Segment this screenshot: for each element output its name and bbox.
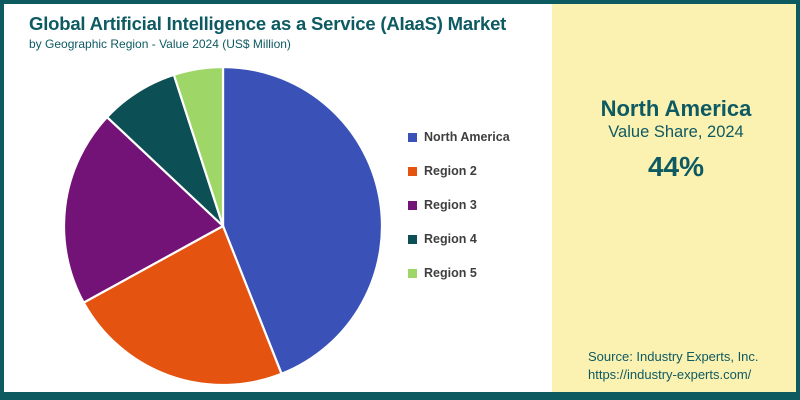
legend-swatch-icon <box>408 166 417 176</box>
highlight-caption: Value Share, 2024 <box>608 123 744 141</box>
pie-chart <box>59 62 387 390</box>
legend-swatch-icon <box>408 268 417 278</box>
legend-label: Region 2 <box>424 164 477 178</box>
legend-item-north-america: North America <box>408 130 510 144</box>
highlight-region-name: North America <box>600 96 752 121</box>
legend-item-region-4: Region 4 <box>408 232 510 246</box>
pie-slice-north-america <box>221 65 384 375</box>
chart-legend: North America Region 2 Region 3 Region 4 Reg… <box>408 130 510 300</box>
source-url[interactable]: https://industry-experts.com/ <box>588 367 752 382</box>
legend-item-region-3: Region 3 <box>408 198 510 212</box>
legend-swatch-icon <box>408 200 417 210</box>
highlight-panel: North America Value Share, 2024 44% Sour… <box>552 4 796 392</box>
legend-item-region-2: Region 2 <box>408 164 510 178</box>
legend-swatch-icon <box>408 234 417 244</box>
source-block: Source: Industry Experts, Inc. https://i… <box>588 348 759 384</box>
legend-label: Region 4 <box>424 232 477 246</box>
legend-label: Region 3 <box>424 198 477 212</box>
pie-chart-svg <box>62 65 384 387</box>
pie-slice-region-2 <box>82 224 283 387</box>
legend-label: North America <box>424 130 510 144</box>
pie-slice-region-5 <box>172 65 225 228</box>
legend-item-region-5: Region 5 <box>408 266 510 280</box>
source-text: Source: Industry Experts, Inc. <box>588 349 759 364</box>
legend-label: Region 5 <box>424 266 477 280</box>
chart-title: Global Artificial Intelligence as a Serv… <box>29 13 507 34</box>
chart-subtitle: by Geographic Region - Value 2024 (US$ M… <box>29 37 291 51</box>
pie-slice-region-3 <box>62 116 225 304</box>
highlight-value: 44% <box>647 151 705 182</box>
legend-swatch-icon <box>408 132 417 142</box>
